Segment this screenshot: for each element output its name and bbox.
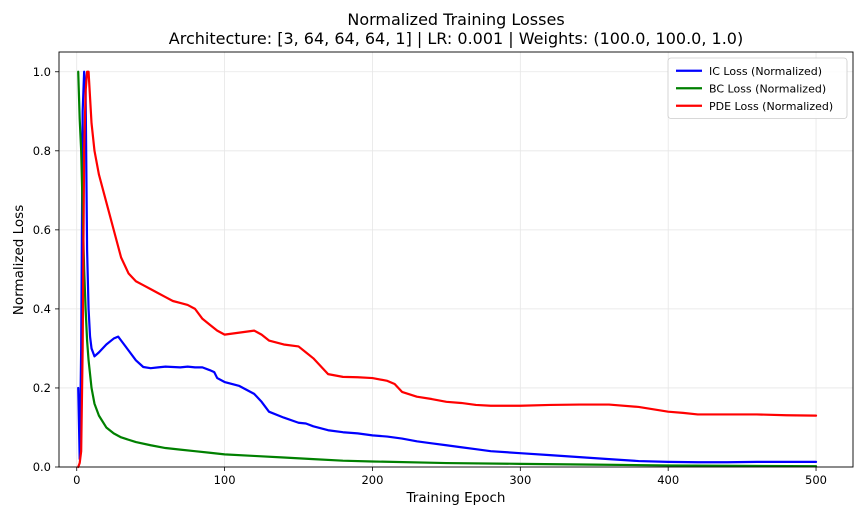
series-line-1 — [77, 70, 818, 468]
axis-ticks: 0 100 200 300 400 500 0.0 0.2 0.4 0.6 0.8 1.0 — [33, 65, 827, 487]
legend-label: PDE Loss (Normalized) — [709, 100, 833, 113]
x-axis-label: Training Epoch — [406, 490, 506, 506]
y-tick-label: 0.6 — [33, 223, 51, 237]
series-line-2 — [77, 70, 818, 469]
x-tick-label: 400 — [657, 473, 679, 487]
series-group — [77, 70, 818, 469]
y-tick-label: 0.2 — [33, 381, 51, 395]
legend-label: IC Loss (Normalized) — [709, 65, 822, 78]
y-tick-label: 0.4 — [33, 302, 51, 316]
y-tick-label: 0.0 — [33, 460, 51, 474]
x-tick-label: 500 — [805, 473, 827, 487]
chart-title: Normalized Training Losses — [347, 10, 564, 29]
x-tick-label: 100 — [214, 473, 236, 487]
plot-frame — [58, 51, 854, 468]
series-line-0 — [77, 70, 818, 464]
chart-subtitle: Architecture: [3, 64, 64, 64, 1] | LR: 0… — [169, 29, 743, 48]
legend-label: BC Loss (Normalized) — [709, 82, 826, 95]
x-tick-label: 200 — [361, 473, 383, 487]
y-tick-label: 1.0 — [33, 65, 51, 79]
legend: IC Loss (Normalized) BC Loss (Normalized)… — [667, 57, 848, 119]
legend-box — [667, 57, 848, 119]
x-tick-label: 0 — [73, 473, 80, 487]
x-tick-label: 300 — [509, 473, 531, 487]
y-axis-label: Normalized Loss — [11, 205, 27, 315]
y-tick-label: 0.8 — [33, 144, 51, 158]
